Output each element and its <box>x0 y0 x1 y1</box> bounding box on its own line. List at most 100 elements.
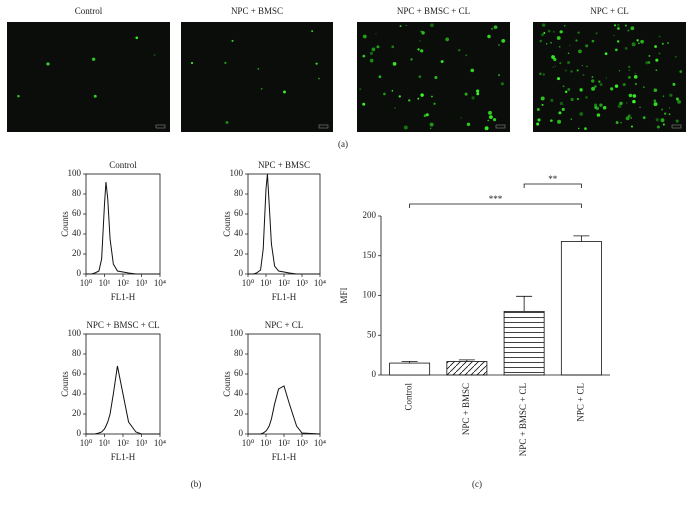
cell-spot <box>541 103 544 106</box>
cell-spot <box>537 118 541 122</box>
cell-spot <box>598 80 601 83</box>
cell-spot <box>648 54 651 57</box>
chart-title: NPC + BMSC + CL <box>86 320 159 330</box>
cell-spot <box>569 44 571 46</box>
x-tick-label: Control <box>404 383 414 411</box>
cell-spot <box>630 26 635 31</box>
y-tick-label: 100 <box>363 290 377 300</box>
cell-spot <box>91 57 96 61</box>
cell-spot <box>639 106 641 108</box>
cell-spot <box>553 31 555 33</box>
cell-spot <box>493 25 498 30</box>
cell-spot <box>565 90 568 94</box>
x-tick-label: 10² <box>278 438 290 448</box>
x-axis-label: FL1-H <box>111 292 136 302</box>
cell-spot <box>551 55 555 59</box>
cell-spot <box>457 49 461 52</box>
cell-spot <box>661 42 664 45</box>
cell-spot <box>585 44 589 48</box>
cell-spot <box>618 70 621 72</box>
micrograph <box>7 22 170 132</box>
cell-spot <box>547 29 551 33</box>
cell-spot <box>17 94 20 98</box>
cell-spot <box>638 42 640 44</box>
cell-spot <box>628 93 633 98</box>
cell-spot <box>476 92 480 96</box>
cell-spot <box>501 38 506 43</box>
y-tick-label: 0 <box>77 268 82 278</box>
cell-spot <box>362 102 366 106</box>
cell-spot <box>559 101 564 106</box>
y-axis-label: Counts <box>222 211 232 237</box>
x-tick-label: 10⁴ <box>154 438 166 448</box>
cell-spot <box>394 107 396 109</box>
cell-spot <box>418 75 422 78</box>
cell-spot <box>470 68 475 73</box>
panel-label: (c) <box>472 479 482 489</box>
cell-spot <box>369 58 374 63</box>
cell-spot <box>591 39 595 43</box>
cell-spot <box>669 93 673 97</box>
cell-spot <box>640 39 644 44</box>
cell-spot <box>570 70 573 73</box>
cell-spot <box>550 119 553 122</box>
cell-spot <box>375 33 377 35</box>
cell-spot <box>541 33 545 37</box>
cell-spot <box>570 97 574 102</box>
cell-spot <box>410 58 413 61</box>
cell-spot <box>550 41 552 44</box>
y-tick-label: 80 <box>234 188 244 198</box>
cell-spot <box>403 125 408 130</box>
cell-spot <box>582 74 585 76</box>
cell-spot <box>633 75 638 79</box>
cell-spot <box>599 82 603 86</box>
cell-spot <box>658 35 661 38</box>
cell-spot <box>584 127 587 130</box>
cell-spot <box>391 89 394 92</box>
significance-bracket <box>523 183 582 188</box>
cell-spot <box>625 102 628 104</box>
y-axis-label: Counts <box>60 211 70 237</box>
error-bar <box>516 295 533 312</box>
x-tick-label: 10¹ <box>99 278 111 288</box>
cell-spot <box>557 77 561 81</box>
cell-spot <box>471 96 475 100</box>
cell-spot <box>576 98 580 101</box>
cell-spot <box>595 106 600 111</box>
histogram-line <box>248 385 321 435</box>
cell-spot <box>553 57 557 62</box>
cell-spot <box>617 27 620 30</box>
panel-label: (a) <box>338 139 348 149</box>
cell-spot <box>635 83 637 85</box>
cell-spot <box>563 24 566 27</box>
cell-spot <box>591 79 595 83</box>
cell-spot <box>539 39 543 43</box>
scale-bar <box>318 124 329 129</box>
cell-spot <box>662 95 665 97</box>
cell-spot <box>484 126 489 131</box>
cell-spot <box>429 127 432 130</box>
y-tick-label: 80 <box>72 348 82 358</box>
chart-title: Control <box>109 160 137 170</box>
cell-spot <box>378 75 382 79</box>
cell-spot <box>420 93 424 97</box>
histogram-line <box>86 365 160 435</box>
cell-spot <box>610 87 614 91</box>
cell-spot <box>465 54 468 57</box>
cell-spot <box>557 119 562 124</box>
x-tick-label: 10³ <box>296 278 308 288</box>
cell-spot <box>579 112 584 116</box>
cell-spot <box>564 69 567 72</box>
cell-spot <box>405 24 407 27</box>
y-tick-label: 150 <box>363 250 377 260</box>
y-axis-label: Counts <box>60 371 70 397</box>
plot-frame <box>85 173 161 275</box>
cell-spot <box>617 104 622 108</box>
cell-spot <box>440 60 444 64</box>
cell-spot <box>552 66 554 68</box>
cell-spot <box>421 31 425 35</box>
cell-spot <box>487 34 491 39</box>
chart-title: NPC + BMSC <box>258 160 310 170</box>
cell-spot <box>625 116 630 121</box>
cell-spot <box>585 96 588 99</box>
